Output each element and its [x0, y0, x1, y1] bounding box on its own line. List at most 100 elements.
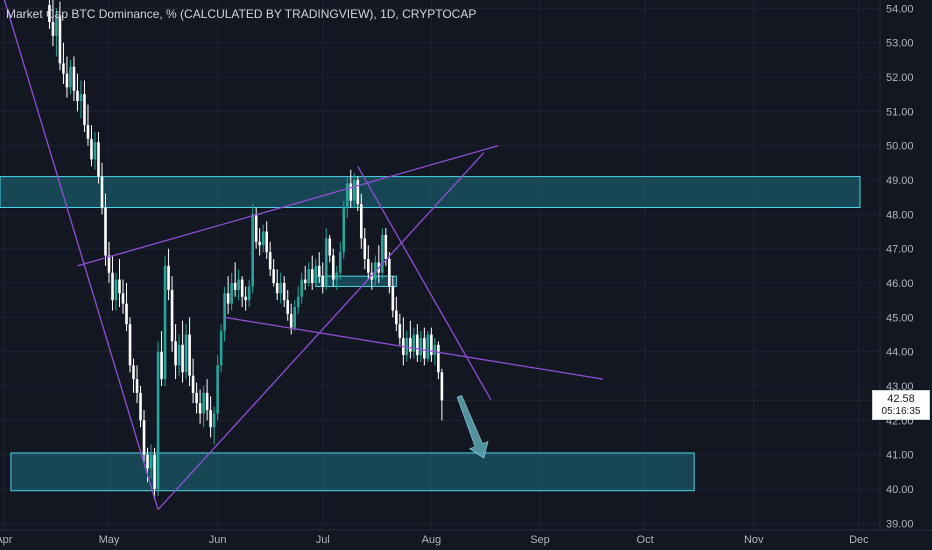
resistance-zone: [0, 176, 861, 208]
candle-body: [191, 375, 195, 393]
candle-body: [419, 337, 423, 356]
candle-up: [419, 331, 423, 362]
candle-up: [352, 173, 356, 208]
candle-up: [324, 228, 328, 290]
candle-body: [132, 365, 135, 380]
candle-body: [125, 303, 128, 325]
candle-down: [135, 365, 139, 404]
down-arrow-icon: [456, 395, 489, 459]
x-tick-label: Jul: [316, 534, 330, 546]
candle-body: [62, 63, 65, 74]
candle-down: [226, 276, 230, 314]
candle-down: [359, 193, 363, 249]
y-tick-label: 39.00: [886, 518, 914, 530]
candle-body: [107, 255, 111, 273]
candle-body: [279, 283, 282, 294]
candle-body: [440, 372, 444, 401]
candle-up: [163, 255, 167, 387]
candle-body: [184, 334, 188, 373]
y-tick-label: 50.00: [886, 141, 914, 153]
y-tick-label: 40.00: [886, 484, 914, 496]
candle-down: [258, 228, 261, 256]
candle-up: [314, 258, 318, 287]
candle-body: [76, 90, 79, 102]
candle-up: [149, 444, 153, 479]
candle-body: [240, 279, 244, 297]
candle-body: [205, 392, 209, 411]
candle-down: [416, 324, 419, 362]
candle-up: [261, 224, 265, 253]
candle-body: [118, 279, 121, 294]
candle-body: [433, 344, 437, 356]
candle-body: [51, 22, 55, 36]
price-axis[interactable]: 39.0040.0041.0042.0043.0044.0045.0046.00…: [886, 3, 914, 530]
candle-body: [198, 403, 202, 414]
candle-body: [363, 238, 367, 259]
candle-down: [286, 289, 290, 321]
candle-down: [195, 382, 198, 414]
candle-down: [160, 331, 163, 387]
candle-down: [90, 125, 93, 167]
candle-up: [230, 272, 233, 311]
candle-down: [198, 389, 202, 424]
candle-body: [139, 392, 142, 421]
trendline: [224, 316, 604, 380]
candle-body: [72, 66, 76, 91]
y-tick-label: 47.00: [886, 244, 914, 256]
candle-down: [111, 255, 114, 311]
candle-down: [272, 258, 275, 287]
candle-up: [55, 8, 58, 57]
candle-body: [177, 344, 181, 366]
candle-body: [202, 392, 205, 414]
candles: [48, 0, 444, 500]
candle-down: [51, 0, 55, 47]
trendline: [357, 165, 492, 401]
candle-up: [300, 272, 304, 304]
chart-title: Market Cap BTC Dominance, % (CALCULATED …: [6, 7, 476, 21]
candle-down: [275, 269, 279, 301]
candle-down: [409, 320, 412, 359]
candle-body: [321, 276, 325, 287]
trendlines: [3, 0, 604, 511]
candle-down: [205, 379, 209, 421]
candle-down: [153, 447, 156, 500]
candle-body: [398, 324, 402, 338]
candle-body: [265, 231, 268, 253]
candle-body: [163, 265, 167, 380]
candle-body: [226, 293, 230, 304]
candle-body: [310, 269, 314, 284]
candle-body: [412, 334, 416, 352]
candle-body: [307, 269, 311, 284]
candle-up: [338, 241, 342, 280]
candle-down: [310, 255, 314, 290]
y-tick-label: 54.00: [886, 3, 914, 15]
candle-up: [345, 176, 349, 218]
x-tick-label: May: [99, 534, 120, 546]
candle-down: [132, 358, 135, 393]
candle-up: [79, 80, 83, 119]
candle-body: [391, 286, 395, 311]
candle-up: [184, 324, 188, 380]
candle-body: [244, 296, 247, 301]
candle-down: [265, 221, 268, 259]
candle-body: [209, 410, 212, 428]
candle-down: [72, 56, 76, 102]
candle-body: [195, 392, 198, 404]
candle-up: [307, 262, 311, 287]
candle-body: [160, 351, 163, 380]
x-tick-label: Aug: [422, 534, 442, 546]
candle-down: [430, 327, 433, 362]
candle-down: [83, 80, 86, 132]
candle-body: [230, 283, 233, 304]
time-axis[interactable]: Apr May Jun Jul Aug Sep Oct Nov Dec: [0, 534, 869, 546]
candle-body: [153, 454, 156, 489]
x-tick-label: Nov: [744, 534, 764, 546]
x-tick-label: Sep: [530, 534, 550, 546]
candle-body: [181, 344, 184, 373]
y-tick-label: 46.00: [886, 278, 914, 290]
candle-body: [93, 142, 97, 160]
candle-down: [244, 286, 247, 311]
candle-body: [388, 258, 391, 287]
